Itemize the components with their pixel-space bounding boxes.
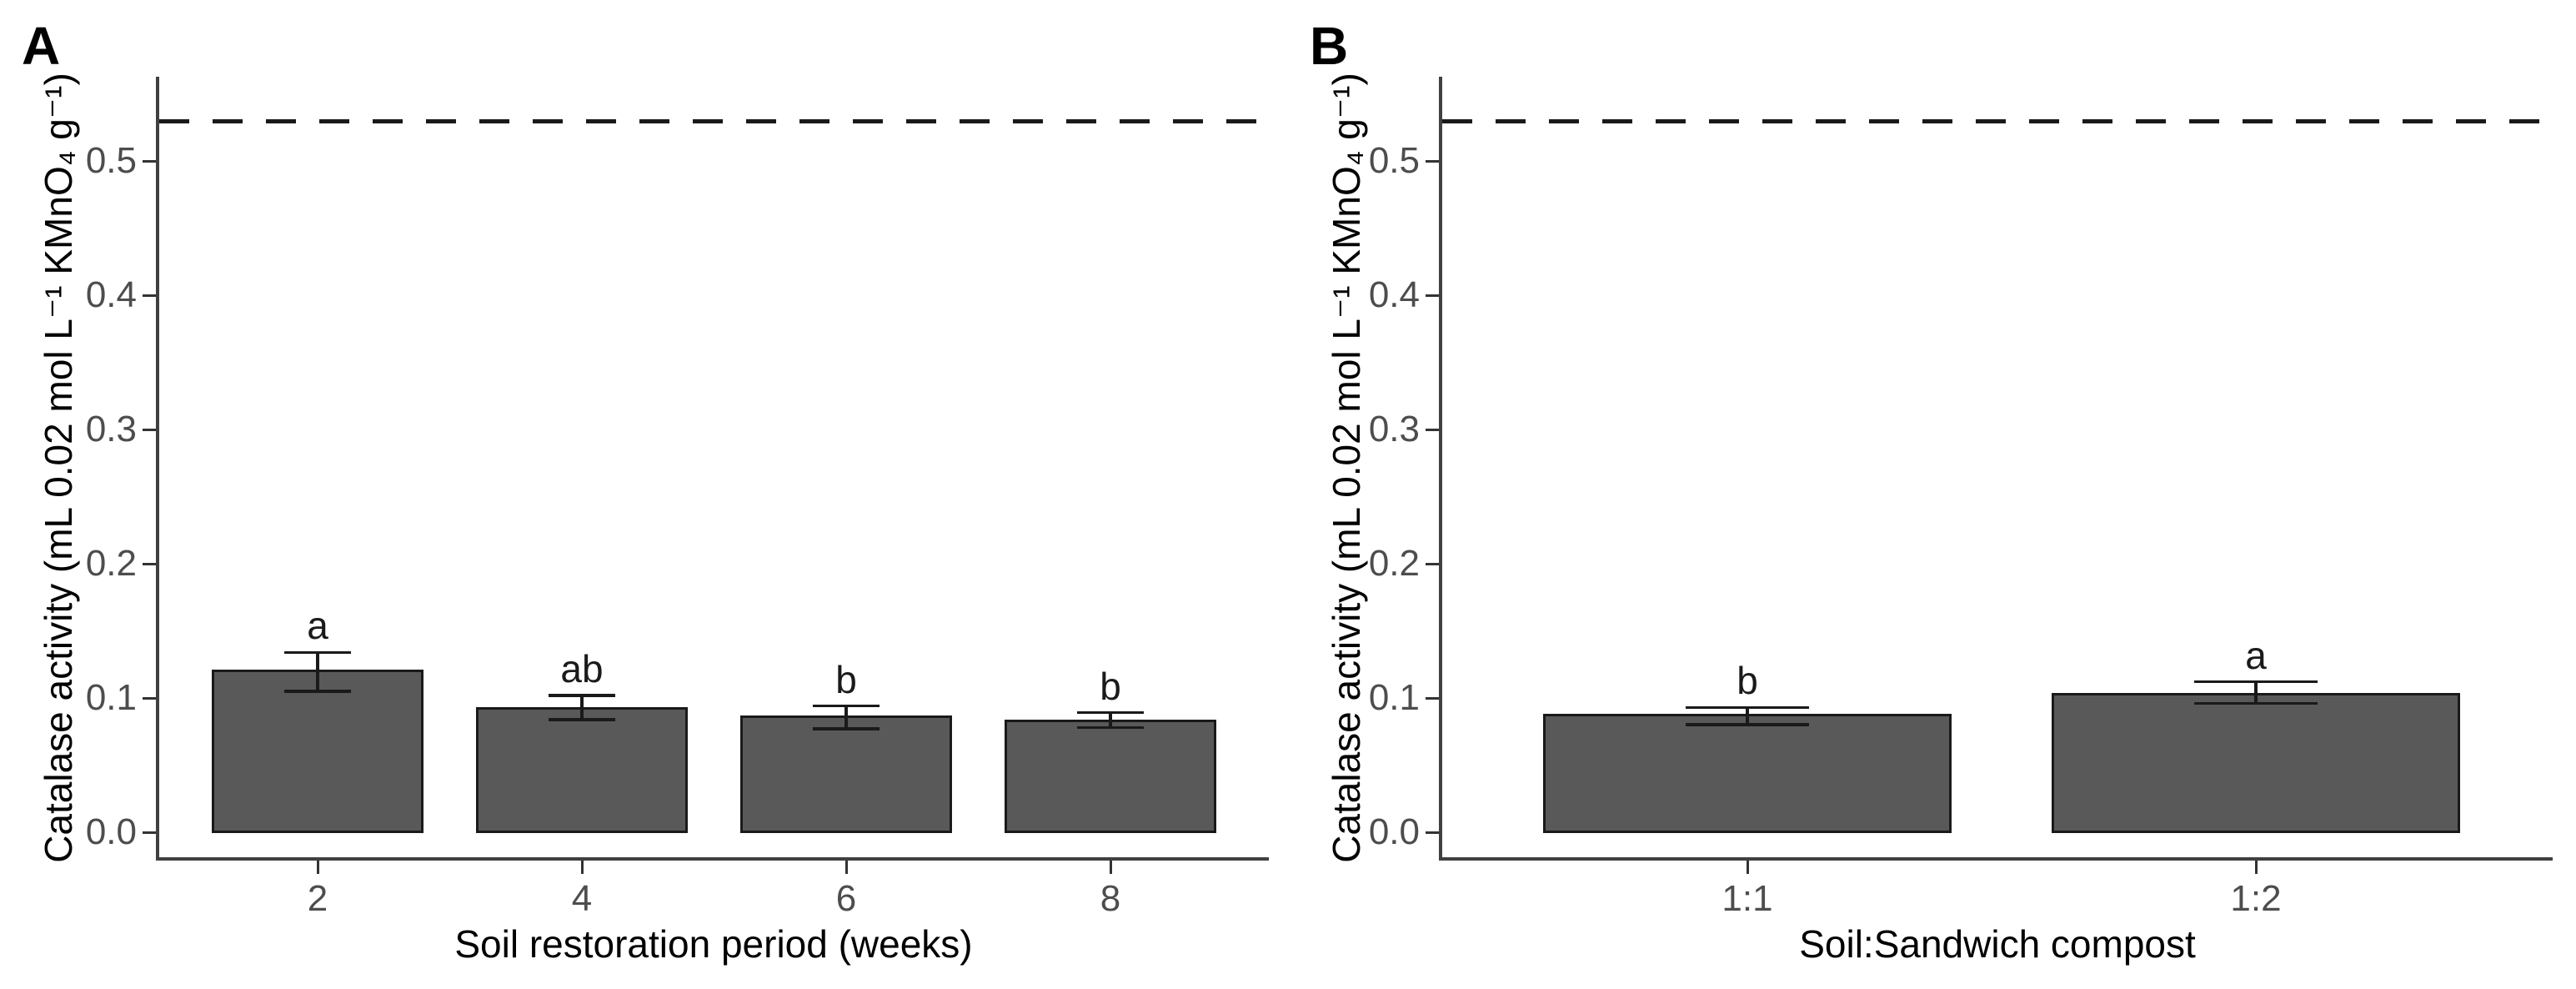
x-tick-label: 2 — [307, 878, 328, 919]
panel-label-a: A — [22, 16, 61, 76]
y-tick-label: 0.0 — [85, 811, 137, 852]
y-tick-mark — [1426, 562, 1439, 565]
error-bar-cap — [2194, 701, 2318, 705]
bar — [1005, 719, 1216, 834]
error-bar — [2254, 681, 2258, 704]
significance-letter: b — [1100, 664, 1121, 708]
x-tick-mark — [2254, 861, 2258, 874]
x-tick-mark — [1109, 861, 1112, 874]
x-tick-mark — [844, 861, 848, 874]
y-tick-label: 0.1 — [85, 677, 137, 718]
y-tick-label: 0.3 — [1368, 409, 1420, 449]
x-axis-line — [1439, 857, 2553, 861]
y-tick-label: 0.2 — [1368, 543, 1420, 584]
x-tick-label: 6 — [835, 878, 857, 919]
error-bar-cap — [284, 690, 351, 693]
y-tick-label: 0.4 — [85, 274, 137, 315]
y-tick-mark — [1426, 294, 1439, 297]
error-bar — [316, 652, 319, 691]
error-bar-cap — [1686, 705, 1809, 710]
y-tick-label: 0.0 — [1368, 811, 1420, 852]
x-tick-label: 8 — [1100, 878, 1121, 919]
x-tick-mark — [316, 861, 319, 874]
error-bar-cap — [1686, 723, 1809, 726]
significance-letter: a — [307, 604, 328, 648]
reference-dashed-line — [1442, 118, 2553, 123]
error-bar-cap — [549, 718, 615, 721]
bar — [476, 707, 688, 834]
x-axis-line — [156, 857, 1269, 861]
y-tick-mark — [143, 562, 156, 565]
y-tick-mark — [1426, 831, 1439, 834]
error-bar-cap — [2194, 680, 2318, 684]
bar — [1543, 714, 1952, 834]
y-tick-mark — [143, 428, 156, 431]
y-tick-label: 0.5 — [85, 140, 137, 181]
error-bar — [1746, 707, 1749, 725]
bar — [740, 715, 952, 834]
error-bar-cap — [813, 727, 880, 730]
x-tick-mark — [1746, 861, 1749, 874]
x-axis-title: Soil restoration period (weeks) — [454, 922, 973, 966]
y-tick-label: 0.3 — [85, 409, 137, 449]
significance-letter: b — [835, 657, 857, 701]
y-axis-line — [1439, 77, 1442, 861]
y-tick-mark — [1426, 428, 1439, 431]
error-bar-cap — [549, 694, 615, 697]
panel-label-b: B — [1310, 16, 1349, 76]
x-tick-label: 4 — [571, 878, 593, 919]
significance-letter: a — [2245, 633, 2267, 677]
bar — [212, 670, 423, 834]
y-tick-mark — [143, 159, 156, 163]
y-tick-mark — [1426, 159, 1439, 163]
y-tick-label: 0.2 — [85, 543, 137, 584]
y-tick-label: 0.5 — [1368, 140, 1420, 181]
x-tick-mark — [580, 861, 584, 874]
error-bar — [844, 705, 848, 730]
error-bar-cap — [284, 650, 351, 654]
bar — [2052, 692, 2460, 834]
significance-letter: ab — [560, 646, 604, 690]
y-axis-title: Catalase activity (mL 0.02 mol L⁻¹ KMnO₄… — [37, 73, 80, 863]
y-tick-mark — [1426, 696, 1439, 700]
y-tick-mark — [143, 831, 156, 834]
x-tick-label: 1:1 — [1722, 878, 1773, 919]
error-bar-cap — [1077, 725, 1144, 730]
error-bar-cap — [1077, 710, 1144, 715]
error-bar — [580, 695, 584, 720]
error-bar — [1109, 712, 1112, 728]
x-axis-title: Soil:Sandwich compost — [1799, 922, 2196, 966]
x-tick-label: 1:2 — [2230, 878, 2282, 919]
y-axis-title: Catalase activity (mL 0.02 mol L⁻¹ KMnO₄… — [1325, 73, 1368, 863]
significance-letter: b — [1737, 659, 1758, 703]
reference-dashed-line — [159, 118, 1269, 123]
y-tick-label: 0.1 — [1368, 677, 1420, 718]
y-axis-line — [156, 77, 159, 861]
y-tick-mark — [143, 696, 156, 700]
y-tick-mark — [143, 294, 156, 297]
y-tick-label: 0.4 — [1368, 274, 1420, 315]
error-bar-cap — [813, 704, 880, 708]
